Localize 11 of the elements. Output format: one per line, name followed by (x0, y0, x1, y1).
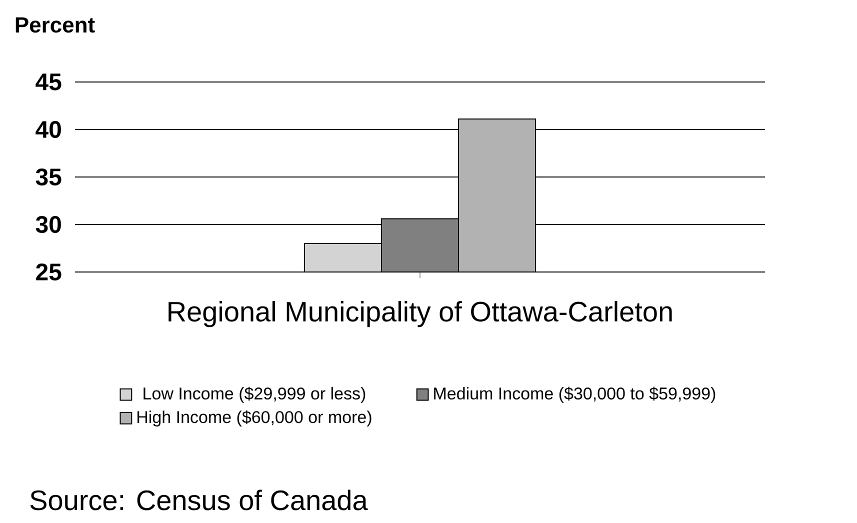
x-tick-label: Regional Municipality of Ottawa-Carleton (168, 301, 672, 328)
legend-label: High Income ($60,000 or more) (138, 410, 372, 426)
source-note: Source: Census of Canada (30, 490, 368, 510)
y-axis-title: Percent (16, 17, 95, 33)
legend-label: Low Income ($29,999 or less) (144, 386, 366, 403)
y-tick-label: 25 (36, 264, 62, 280)
y-tick-label: 40 (36, 121, 61, 138)
y-tick-label: 30 (36, 216, 61, 234)
y-tick-label: 45 (36, 74, 62, 90)
legend-label: Medium Income ($30,000 to $59,999) (434, 386, 716, 403)
y-tick-label: 35 (36, 168, 62, 186)
